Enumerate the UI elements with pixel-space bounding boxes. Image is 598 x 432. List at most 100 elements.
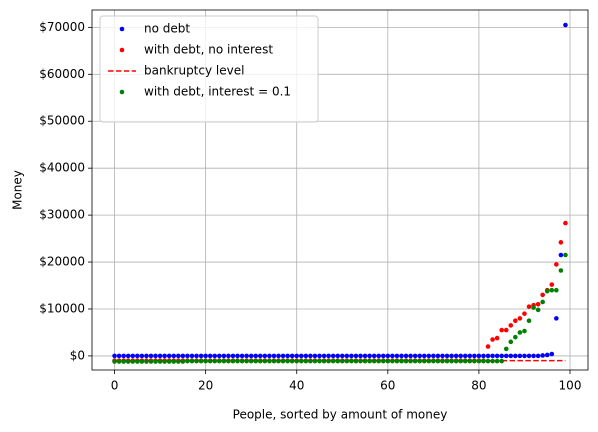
data-point (353, 358, 359, 364)
data-point (112, 359, 117, 364)
data-point (385, 353, 391, 359)
x-axis-label: People, sorted by amount of money (233, 408, 448, 422)
data-point (563, 252, 568, 258)
data-point (554, 316, 559, 321)
data-point (253, 353, 259, 359)
data-point (435, 353, 441, 359)
data-point (371, 353, 377, 359)
data-point (558, 268, 564, 273)
data-point (194, 353, 199, 359)
data-point (162, 353, 167, 359)
data-point (257, 353, 263, 359)
data-point (554, 262, 559, 267)
data-point (276, 353, 281, 359)
data-point (135, 353, 140, 359)
data-point (412, 353, 418, 359)
data-point (558, 252, 564, 258)
data-point (335, 358, 341, 364)
data-point (125, 359, 131, 364)
data-point (207, 358, 213, 364)
data-point (503, 327, 509, 333)
data-point (339, 353, 345, 359)
data-point (171, 359, 177, 364)
data-point (166, 359, 172, 364)
data-point (153, 353, 158, 359)
data-point (130, 353, 136, 359)
data-point (308, 353, 313, 359)
data-point (339, 358, 345, 364)
legend-label: with debt, no interest (144, 43, 273, 57)
data-point (157, 353, 163, 359)
data-point (399, 358, 404, 364)
data-point (239, 353, 245, 359)
data-point (435, 358, 441, 364)
data-point (230, 353, 236, 359)
data-point (522, 328, 527, 334)
data-point (185, 353, 190, 359)
data-point (408, 358, 413, 364)
data-point (217, 358, 222, 364)
data-point (121, 353, 126, 359)
data-point (535, 301, 541, 307)
data-point (116, 353, 122, 359)
data-point (180, 353, 186, 359)
data-point (403, 353, 409, 359)
data-point (481, 358, 486, 364)
data-point (262, 358, 268, 364)
data-point (125, 353, 131, 359)
data-point (148, 359, 154, 364)
data-point (371, 358, 377, 364)
data-point (494, 353, 500, 359)
data-point (376, 353, 382, 359)
data-point (485, 353, 491, 359)
data-point (426, 353, 432, 359)
data-point (508, 339, 514, 345)
y-tick-label: $70000 (39, 20, 85, 34)
data-point (458, 353, 463, 359)
data-point (390, 353, 395, 359)
data-point (535, 353, 541, 359)
data-point (262, 353, 268, 359)
data-point (544, 288, 550, 294)
data-point (358, 353, 363, 359)
x-tick-label: 100 (559, 379, 582, 393)
data-point (235, 358, 240, 364)
data-point (476, 358, 482, 364)
data-point (116, 359, 122, 364)
data-point (294, 353, 300, 359)
data-point (285, 353, 290, 359)
data-point (189, 358, 195, 364)
data-point (485, 344, 491, 349)
data-point (513, 318, 518, 324)
data-point (298, 358, 304, 364)
y-axis-label: Money (11, 170, 25, 210)
data-point (194, 358, 199, 364)
data-point (235, 353, 240, 359)
x-tick-label: 20 (198, 379, 213, 393)
data-point (558, 240, 564, 245)
y-tick-label: $50000 (39, 114, 85, 128)
data-point (503, 346, 509, 352)
data-point (531, 305, 536, 310)
data-point (490, 358, 495, 364)
data-point (349, 358, 354, 364)
y-tick-label: $10000 (39, 301, 85, 315)
data-point (166, 353, 172, 359)
data-point (157, 359, 163, 364)
data-point (526, 304, 532, 309)
data-point (189, 353, 195, 359)
data-point (540, 299, 545, 305)
data-point (462, 353, 468, 359)
data-point (230, 358, 236, 364)
data-point (244, 353, 249, 359)
data-point (326, 358, 331, 364)
data-point (380, 358, 386, 364)
data-point (421, 353, 427, 359)
data-point (321, 358, 327, 364)
data-point (271, 358, 277, 364)
data-point (153, 359, 158, 364)
legend-marker (119, 47, 125, 53)
data-point (135, 359, 140, 364)
data-point (485, 358, 491, 364)
data-point (257, 358, 263, 364)
